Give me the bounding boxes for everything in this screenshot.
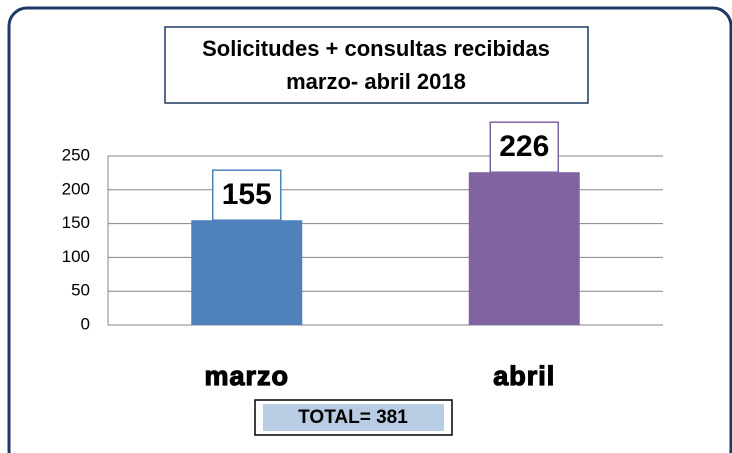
y-tick-label: 100: [62, 247, 90, 266]
y-tick-label: 150: [62, 213, 90, 232]
data-label: 226: [499, 130, 549, 163]
title-box: [164, 26, 589, 104]
chart-frame: [7, 6, 732, 453]
data-label-box: [489, 121, 559, 173]
total-highlight: [263, 404, 444, 431]
data-label-box: [212, 169, 282, 221]
y-tick-label: 200: [62, 179, 90, 198]
y-tick-label: 50: [71, 281, 90, 300]
chart-subtitle: marzo- abril 2018: [286, 69, 466, 94]
x-tick-label: marzo: [204, 361, 289, 391]
y-tick-label: 250: [62, 145, 90, 164]
chart-title: Solicitudes + consultas recibidas: [202, 36, 550, 61]
x-tick-label: abril: [493, 361, 555, 391]
bar: [468, 172, 580, 325]
total-annotation: TOTAL= 381: [298, 407, 408, 428]
y-tick-label: 0: [81, 314, 90, 333]
bar: [191, 220, 303, 325]
data-label: 155: [222, 178, 272, 211]
